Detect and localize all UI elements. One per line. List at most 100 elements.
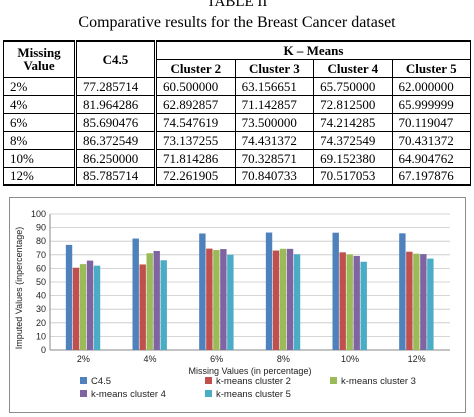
table-row: 4% 81.964286 62.892857 71.142857 72.8125… (3, 94, 472, 114)
cell-cluster-2: 74.547619 (155, 112, 236, 132)
bar (93, 265, 101, 350)
cell-cluster-4: 74.214285 (313, 112, 393, 132)
header-c45: C4.5 (75, 40, 157, 78)
cell-c45: 81.964286 (75, 94, 157, 114)
cell-cluster-3: 74.431372 (234, 130, 315, 150)
y-tick-label: 60 (36, 263, 46, 273)
table-row: 8% 86.372549 73.137255 74.431372 74.3725… (3, 130, 472, 150)
bar (332, 232, 339, 350)
y-tick-label: 10 (36, 331, 46, 341)
legend-swatch (330, 377, 337, 384)
cell-cluster-3: 70.840733 (234, 166, 315, 186)
y-tick-label: 70 (36, 250, 46, 260)
legend-swatch (205, 377, 212, 384)
y-tick-label: 30 (36, 304, 46, 314)
legend-swatch (80, 377, 87, 384)
cell-cluster-4: 69.152380 (313, 148, 393, 168)
bar (213, 250, 220, 350)
bar (65, 244, 73, 350)
x-tick-label: 12% (408, 354, 426, 364)
x-axis-title: Missing Values (in percentage) (189, 366, 312, 376)
header-cluster-2: Cluster 2 (155, 58, 236, 78)
x-tick-label: 2% (77, 354, 90, 364)
results-table: Missing Value C4.5 K – Means Cluster 2 C… (3, 40, 472, 186)
x-tick-label: 6% (210, 354, 223, 364)
header-cluster-5: Cluster 5 (391, 58, 472, 78)
cell-cluster-2: 71.814286 (155, 148, 236, 168)
y-axis-title: Imputed Values (inpercentage) (14, 227, 24, 349)
bar (413, 253, 420, 350)
table-row: 6% 85.690476 74.547619 73.500000 74.2142… (3, 112, 472, 132)
legend-swatch (80, 390, 87, 397)
y-tick-label: 80 (36, 236, 46, 246)
legend-label: C4.5 (91, 376, 111, 387)
cell-cluster-2: 62.892857 (155, 94, 236, 114)
cell-c45: 85.785714 (75, 166, 157, 186)
legend-label: k-means cluster 5 (216, 389, 291, 400)
x-tick-label: 8% (277, 354, 290, 364)
bar (160, 260, 167, 350)
bar (265, 232, 273, 350)
legend-swatch (205, 390, 212, 397)
bar (406, 251, 413, 350)
cell-missing: 8% (3, 130, 77, 150)
table-row: 2% 77.285714 60.500000 63.156651 65.7500… (3, 76, 472, 96)
legend-label: k-means cluster 2 (216, 376, 291, 387)
header-value-label: Value (23, 58, 55, 74)
cell-cluster-4: 70.517053 (313, 166, 393, 186)
bar (353, 255, 360, 350)
bar (293, 254, 301, 350)
y-tick-label: 50 (36, 277, 46, 287)
bar (146, 253, 153, 350)
cell-cluster-4: 65.750000 (313, 76, 393, 96)
cell-cluster-3: 70.328571 (234, 148, 315, 168)
bar (199, 233, 206, 350)
header-missing-label: Missing (17, 45, 61, 61)
bar (279, 248, 287, 350)
cell-cluster-4: 72.812500 (313, 94, 393, 114)
bar (139, 264, 146, 350)
bar (427, 258, 434, 350)
bar (72, 267, 80, 350)
table-caption: Comparative results for the Breast Cance… (78, 14, 396, 31)
bar (86, 260, 94, 350)
legend-label: k-means cluster 4 (91, 389, 166, 400)
x-tick-label: 4% (143, 354, 156, 364)
cell-cluster-3: 63.156651 (234, 76, 315, 96)
cell-cluster-2: 72.261905 (155, 166, 236, 186)
chart-frame: 0 10 20 30 40 50 60 70 80 90 100 2% 4% 6% 8% 10% 12% Miss… (9, 197, 466, 413)
cell-c45: 86.372549 (75, 130, 157, 150)
cell-c45: 85.690476 (75, 112, 157, 132)
bar (420, 254, 427, 350)
bar (153, 250, 160, 350)
bar (360, 261, 367, 350)
cell-missing: 10% (3, 148, 77, 168)
header-cluster-4: Cluster 4 (313, 58, 393, 78)
bar (286, 248, 294, 350)
y-tick-label: 0 (41, 345, 46, 355)
cell-c45: 86.250000 (75, 148, 157, 168)
cell-missing: 6% (3, 112, 77, 132)
bar (227, 254, 234, 350)
y-tick-label: 40 (36, 291, 46, 301)
cell-missing: 2% (3, 76, 77, 96)
cell-cluster-3: 73.500000 (234, 112, 315, 132)
header-kmeans: K – Means (155, 40, 471, 60)
cell-cluster-5: 70.119047 (391, 112, 472, 132)
bar (79, 264, 87, 350)
bar (346, 254, 353, 350)
bar (272, 250, 280, 350)
cell-cluster-2: 60.500000 (155, 76, 236, 96)
cell-c45: 77.285714 (75, 76, 157, 96)
x-tick-label: 10% (341, 354, 359, 364)
cell-cluster-5: 70.431372 (391, 130, 472, 150)
bar (399, 233, 406, 350)
table-row: 12% 85.785714 72.261905 70.840733 70.517… (3, 166, 472, 186)
table-number: TABLE II (206, 0, 268, 10)
cell-cluster-4: 74.372549 (313, 130, 393, 150)
table-row: 10% 86.250000 71.814286 70.328571 69.152… (3, 148, 472, 168)
y-tick-label: 20 (36, 318, 46, 328)
header-cluster-3: Cluster 3 (234, 58, 315, 78)
y-tick-label: 100 (31, 209, 46, 219)
cell-cluster-2: 73.137255 (155, 130, 236, 150)
